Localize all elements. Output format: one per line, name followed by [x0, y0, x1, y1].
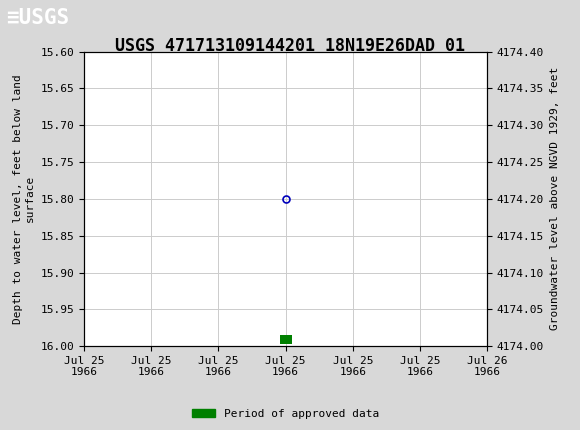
Text: USGS 471713109144201 18N19E26DAD 01: USGS 471713109144201 18N19E26DAD 01	[115, 37, 465, 55]
Bar	[280, 335, 292, 344]
Text: ≡USGS: ≡USGS	[6, 8, 69, 28]
Y-axis label: Groundwater level above NGVD 1929, feet: Groundwater level above NGVD 1929, feet	[550, 67, 560, 331]
Y-axis label: Depth to water level, feet below land
surface: Depth to water level, feet below land su…	[13, 74, 35, 324]
Legend: Period of approved data: Period of approved data	[188, 404, 383, 423]
